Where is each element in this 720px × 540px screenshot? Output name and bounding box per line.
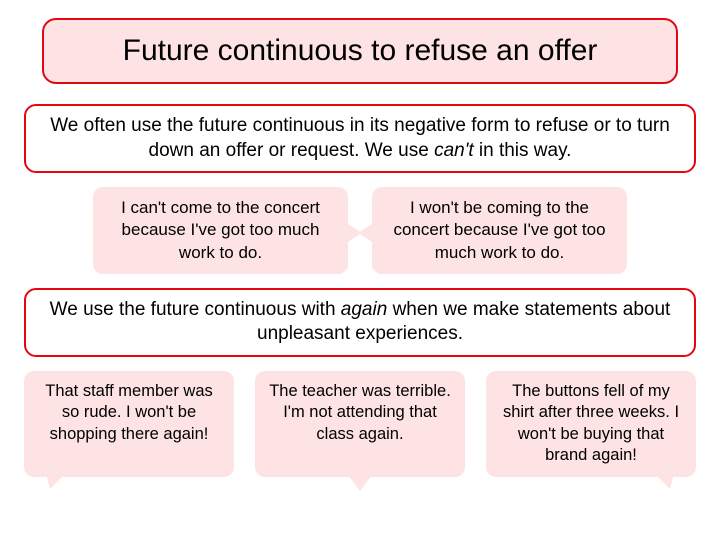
example-trio-row: That staff member was so rude. I won't b… [24,371,696,477]
tail-icon [654,473,674,489]
rule1-post: in this way. [474,140,572,161]
title-box: Future continuous to refuse an offer [42,18,678,84]
title-text: Future continuous to refuse an offer [123,34,598,67]
tail-icon [348,475,372,491]
bubble-trio-0: That staff member was so rude. I won't b… [24,371,234,477]
bubble-trio-1: The teacher was terrible. I'm not attend… [255,371,465,477]
bubble-pair-1: I won't be coming to the concert because… [372,187,627,273]
example-pair-row: I can't come to the concert because I've… [24,187,696,273]
rule1-italic: can't [434,140,474,161]
bubble-trio-1-text: The teacher was terrible. I'm not attend… [269,382,451,443]
bubble-pair-0-text: I can't come to the concert because I've… [121,198,320,261]
rule-box-1: We often use the future continuous in it… [24,104,696,173]
bubble-trio-0-text: That staff member was so rude. I won't b… [45,382,213,443]
bubble-pair-1-text: I won't be coming to the concert because… [393,198,605,261]
rule1-pre: We often use the future continuous in it… [50,115,670,161]
bubble-trio-2: The buttons fell of my shirt after three… [486,371,696,477]
bubble-trio-2-text: The buttons fell of my shirt after three… [503,382,679,464]
bubble-pair-0: I can't come to the concert because I've… [93,187,348,273]
rule-box-2: We use the future continuous with again … [24,288,696,357]
rule2-pre: We use the future continuous with [50,299,341,320]
rule2-italic: again [341,299,388,320]
tail-icon [46,473,66,489]
tail-icon [358,223,374,243]
